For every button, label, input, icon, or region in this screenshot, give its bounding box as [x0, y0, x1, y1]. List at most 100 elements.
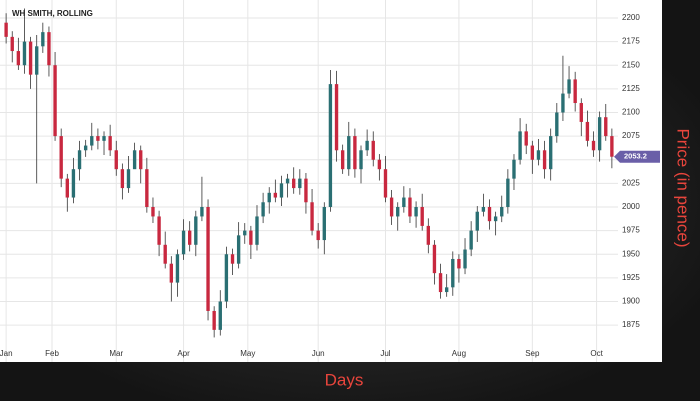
candle-body	[71, 169, 76, 198]
candle-body	[255, 216, 259, 245]
candle-body	[549, 136, 553, 170]
candle-body	[536, 150, 541, 160]
candle-body	[334, 84, 339, 151]
x-tick-label: Aug	[452, 349, 466, 358]
candle-body	[96, 136, 100, 141]
candle-body	[120, 169, 125, 189]
y-tick-label: 2200	[622, 13, 640, 22]
labels: 1875190019251950197520002025205020752100…	[0, 13, 660, 358]
candle-body	[420, 206, 424, 226]
candle-body	[365, 140, 369, 151]
y-tick-label: 2125	[622, 84, 640, 93]
candle-body	[444, 287, 449, 293]
candle-body	[292, 178, 296, 189]
candle-body	[383, 169, 388, 198]
candle-body	[90, 136, 94, 146]
x-tick-label: Sep	[525, 349, 540, 358]
y-tick-label: 1875	[622, 320, 640, 329]
x-tick-label: Jul	[380, 349, 390, 358]
candle-body	[414, 206, 418, 217]
candle-body	[481, 206, 486, 212]
candle-body	[561, 93, 565, 113]
candle-body	[41, 32, 45, 47]
candle-body	[151, 206, 155, 217]
candle-body	[188, 230, 192, 245]
candle-body	[530, 145, 535, 160]
candle-body	[4, 22, 8, 37]
y-tick-label: 2100	[622, 108, 640, 117]
candle-body	[169, 263, 174, 283]
candle-body	[243, 230, 247, 236]
y-tick-label: 1925	[622, 273, 640, 282]
y-tick-label: 1900	[622, 297, 640, 306]
candle-body	[524, 131, 528, 146]
candle-body	[77, 150, 82, 170]
candle-body	[371, 140, 375, 160]
candle-body	[126, 169, 131, 189]
candle-body	[224, 254, 229, 302]
candle-body	[610, 136, 614, 157]
candle-body	[16, 51, 21, 66]
candles	[4, 8, 614, 338]
x-tick-label: May	[240, 349, 255, 358]
x-tick-label: Feb	[45, 349, 59, 358]
x-tick-label: Jun	[312, 349, 325, 358]
candle-body	[65, 178, 69, 198]
candle-body	[273, 192, 278, 198]
chart-title: WH SMITH, ROLLING	[12, 9, 93, 18]
candle-body	[206, 206, 210, 311]
candle-body	[175, 254, 180, 283]
candle-body	[53, 65, 57, 137]
candle-body	[114, 150, 118, 170]
y-tick-label: 1950	[622, 249, 640, 258]
candle-body	[83, 145, 88, 151]
candle-body	[408, 197, 412, 217]
candle-body	[328, 84, 333, 207]
candle-body	[359, 150, 363, 170]
candle-body	[432, 244, 437, 274]
candle-body	[163, 244, 167, 264]
candle-body	[10, 36, 14, 52]
candle-body	[304, 178, 308, 203]
candle-body	[451, 258, 455, 288]
y-tick-label: 2000	[622, 202, 640, 211]
candle-body	[487, 206, 492, 222]
x-tick-label: Oct	[590, 349, 603, 358]
candle-body	[181, 230, 186, 255]
candle-body	[22, 41, 27, 66]
candle-body	[347, 136, 351, 170]
candle-body	[218, 301, 222, 330]
candle-body	[518, 131, 522, 160]
candle-body	[396, 206, 400, 217]
y-tick-label: 2075	[622, 131, 640, 140]
x-tick-label: Apr	[177, 349, 190, 358]
candle-body	[573, 79, 577, 104]
candle-body	[310, 202, 314, 231]
candle-body	[236, 235, 241, 264]
candle-body	[59, 136, 63, 179]
candle-body	[542, 150, 547, 170]
candle-body	[132, 150, 137, 170]
candle-body	[567, 79, 571, 94]
candle-body	[389, 197, 394, 217]
y-tick-label: 2025	[622, 178, 640, 187]
candle-body	[261, 202, 265, 217]
candle-body	[463, 249, 467, 269]
candle-body	[194, 216, 198, 245]
candle-body	[493, 216, 498, 222]
y-tick-label: 2150	[622, 60, 640, 69]
candle-body	[457, 258, 461, 269]
x-tick-label: Jan	[0, 349, 13, 358]
y-axis-label: Price (in pence)	[674, 128, 693, 247]
x-tick-label: Mar	[109, 349, 123, 358]
candle-body	[139, 150, 143, 170]
candle-body	[597, 117, 602, 151]
candle-body	[28, 41, 33, 75]
y-tick-label: 2175	[622, 37, 640, 46]
candle-body	[438, 273, 443, 293]
candle-body	[285, 178, 290, 184]
y-tick-label: 1975	[622, 226, 640, 235]
candle-body	[267, 192, 271, 203]
x-axis-label: Days	[325, 370, 364, 389]
